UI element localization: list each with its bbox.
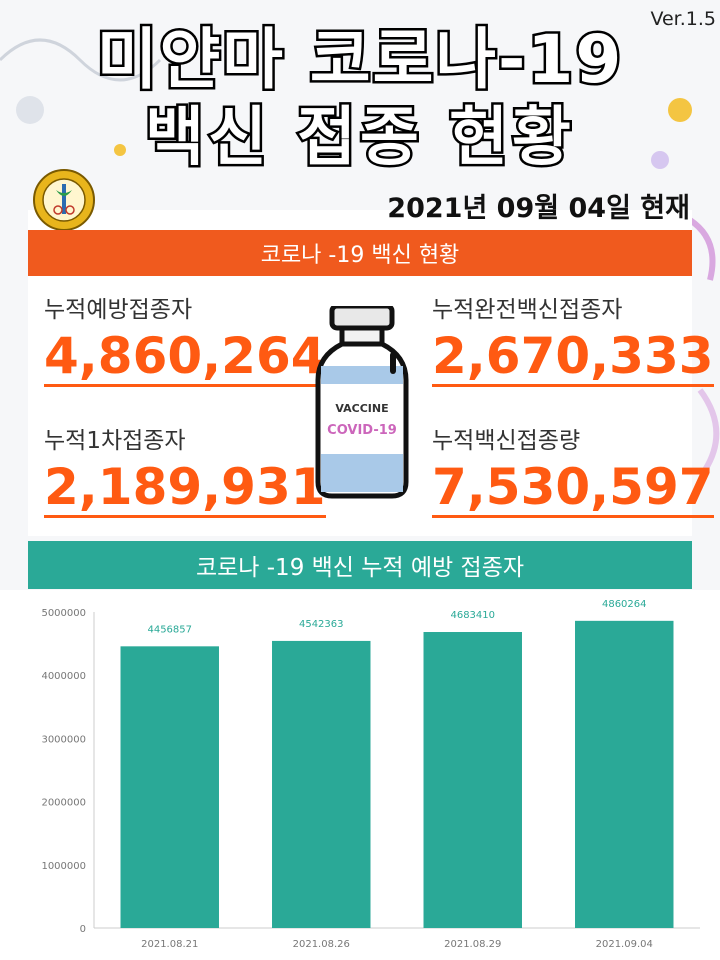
- stat-label-cumulative-vaccinated: 누적예방접종자: [44, 297, 193, 323]
- x-tick-label: 2021.08.29: [444, 939, 501, 950]
- stat-label-first-dose: 누적1차접종자: [44, 428, 186, 454]
- y-tick-label: 5000000: [41, 608, 86, 619]
- version-label: Ver.1.5: [650, 8, 716, 30]
- bar: [120, 646, 219, 928]
- y-tick-label: 0: [80, 924, 86, 935]
- vial-label-covid: COVID-19: [327, 423, 397, 438]
- title-line-2: 백신 접종 현황: [143, 99, 575, 178]
- y-tick-label: 3000000: [41, 734, 86, 745]
- data-label: 4683410: [450, 610, 495, 621]
- bar: [423, 632, 522, 928]
- as-of-date: 2021년 09월 04일 현재: [387, 193, 690, 224]
- stat-value-cumulative-vaccinated: 4,860,264: [44, 327, 326, 387]
- stat-value-cumulative-completed: 2,670,333: [432, 327, 714, 387]
- data-label: 4860264: [602, 599, 647, 610]
- data-label: 4456857: [147, 624, 192, 635]
- ministry-of-health-seal-icon: [33, 169, 95, 231]
- vaccine-vial-icon: VACCINE COVID-19: [315, 306, 409, 499]
- chart-section-header: 코로나 -19 백신 누적 예방 접종자: [28, 541, 692, 589]
- stat-label-total-doses: 누적백신접종량: [432, 428, 581, 454]
- y-tick-label: 4000000: [41, 671, 86, 682]
- data-label: 4542363: [299, 619, 344, 630]
- stat-value-first-dose: 2,189,931: [44, 458, 326, 518]
- cumulative-vaccinated-bar-chart: 0 1000000 2000000 3000000 4000000 5000000 4456…: [41, 599, 700, 950]
- vial-label-vaccine: VACCINE: [335, 402, 388, 415]
- x-tick-label: 2021.08.26: [293, 939, 350, 950]
- title-line-1: 미얀마 코로나-19: [94, 19, 624, 101]
- stat-value-total-doses: 7,530,597: [432, 458, 714, 518]
- bar: [575, 620, 674, 928]
- bar: [272, 640, 371, 928]
- stat-label-cumulative-completed: 누적완전백신접종자: [432, 297, 623, 323]
- x-tick-label: 2021.09.04: [596, 939, 653, 950]
- y-tick-label: 1000000: [41, 861, 86, 872]
- y-tick-label: 2000000: [41, 798, 86, 809]
- x-tick-label: 2021.08.21: [141, 939, 198, 950]
- status-section-header: 코로나 -19 백신 현황: [28, 230, 692, 276]
